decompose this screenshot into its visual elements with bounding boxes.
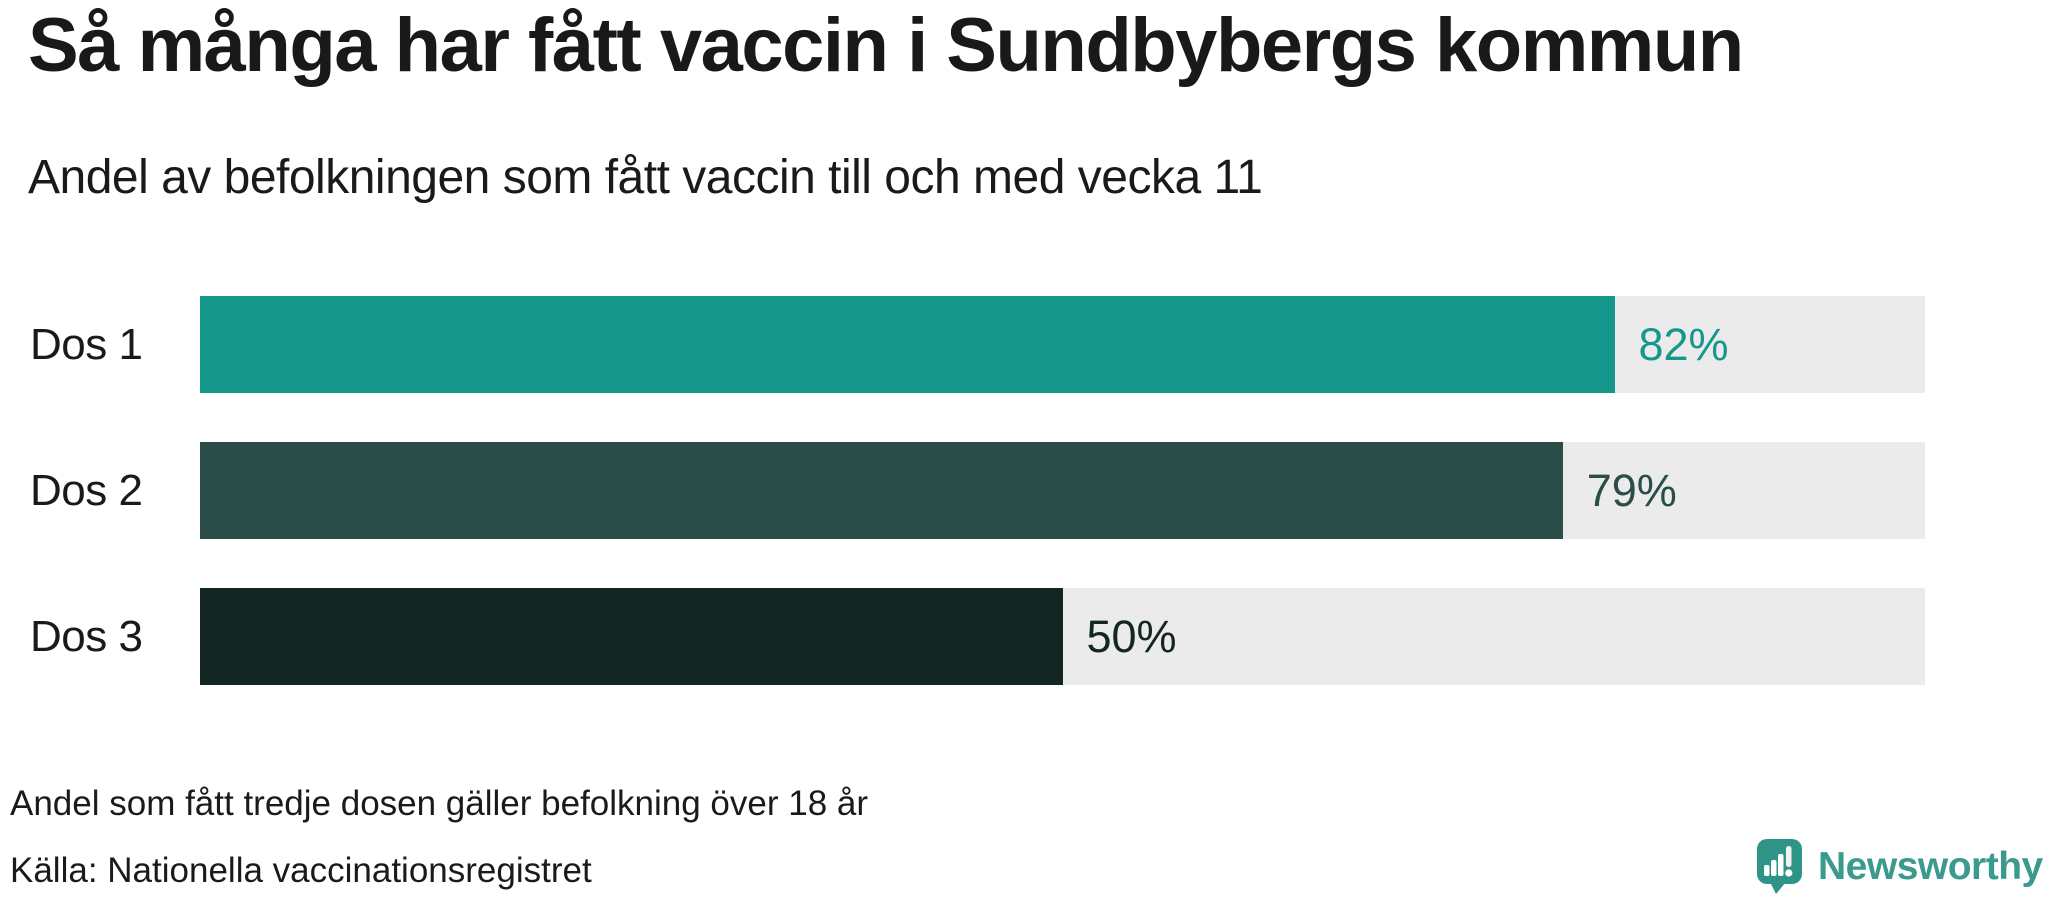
value-label-dos-2: 79% bbox=[1586, 464, 1677, 516]
newsworthy-logo-icon bbox=[1756, 838, 1804, 895]
bar-row-dos-3: Dos 3 50% bbox=[0, 588, 2048, 685]
value-label-dos-3: 50% bbox=[1086, 610, 1177, 662]
footnote: Andel som fått tredje dosen gäller befol… bbox=[10, 784, 869, 823]
chart-subtitle: Andel av befolkningen som fått vaccin ti… bbox=[28, 151, 1263, 204]
bar-dos-3 bbox=[200, 588, 1063, 685]
newsworthy-logo-text: Newsworthy bbox=[1818, 844, 2043, 888]
bar-dos-1 bbox=[200, 296, 1615, 393]
category-label-dos-1: Dos 1 bbox=[30, 319, 143, 369]
value-label-dos-1: 82% bbox=[1638, 318, 1729, 370]
bar-row-dos-2: Dos 2 79% bbox=[0, 442, 2048, 539]
category-label-dos-2: Dos 2 bbox=[30, 465, 143, 515]
bar-track-dos-1: 82% bbox=[200, 296, 1925, 393]
bar-chart: Dos 1 82% Dos 2 79% Dos 3 50% bbox=[0, 296, 2048, 685]
bar-track-dos-3: 50% bbox=[200, 588, 1925, 685]
category-label-dos-3: Dos 3 bbox=[30, 611, 143, 661]
newsworthy-logo: Newsworthy bbox=[1756, 838, 2043, 895]
bar-row-dos-1: Dos 1 82% bbox=[0, 296, 2048, 393]
bar-dos-2 bbox=[200, 442, 1563, 539]
source-note: Källa: Nationella vaccinationsregistret bbox=[10, 851, 592, 890]
chart-title: Så många har fått vaccin i Sundbybergs k… bbox=[28, 3, 1744, 88]
bar-track-dos-2: 79% bbox=[200, 442, 1925, 539]
